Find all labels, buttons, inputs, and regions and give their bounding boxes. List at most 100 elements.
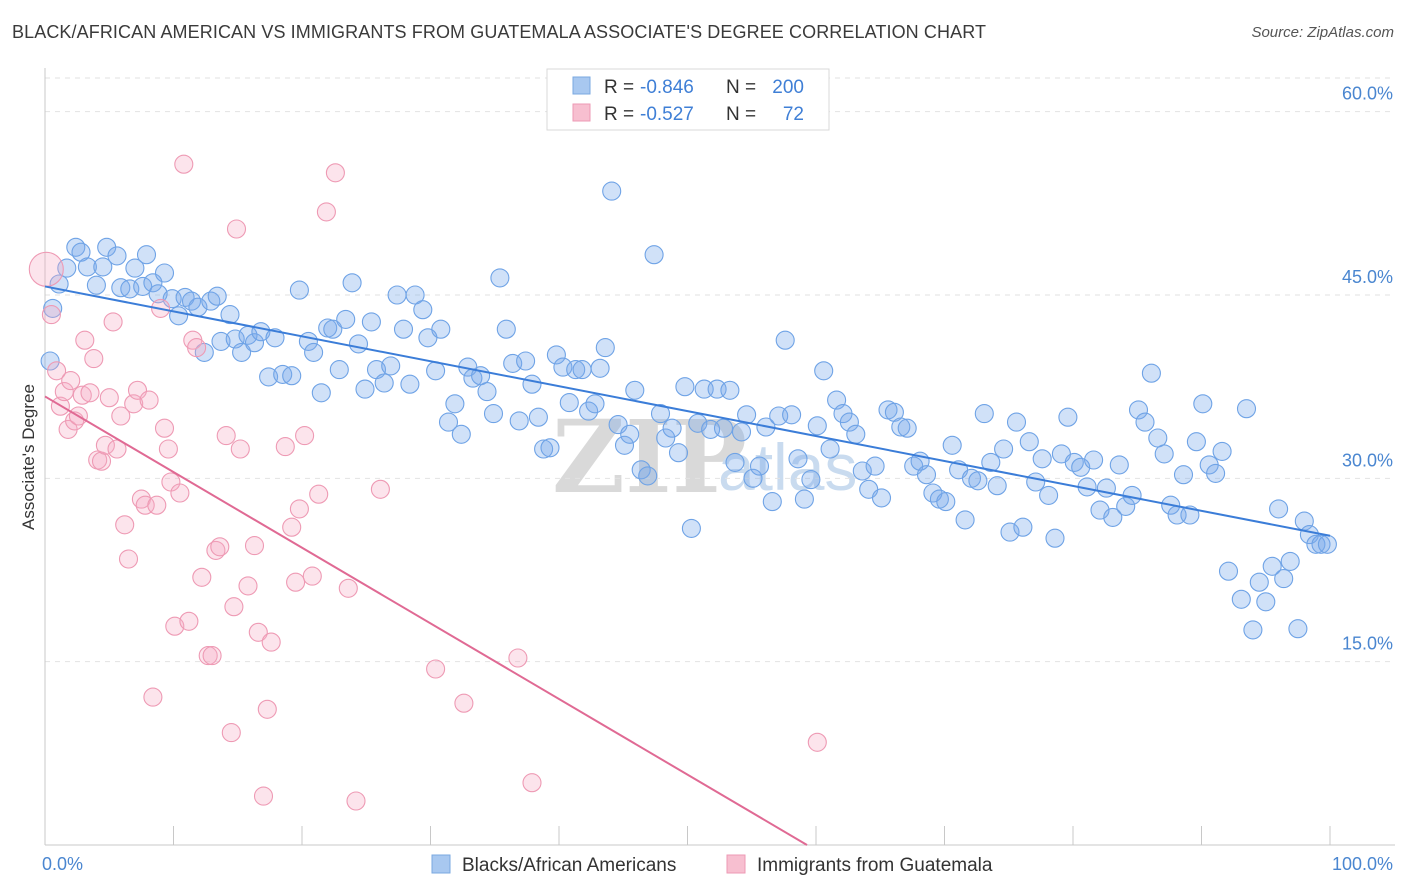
point-guatemala xyxy=(192,567,212,587)
point-blacks xyxy=(1269,499,1289,519)
point-guatemala xyxy=(179,611,199,631)
point-guatemala xyxy=(508,648,528,668)
point-blacks xyxy=(968,471,988,491)
point-guatemala xyxy=(257,699,277,719)
point-blacks xyxy=(211,331,231,351)
point-guatemala xyxy=(47,361,67,381)
point-blacks xyxy=(650,404,671,424)
point-blacks xyxy=(1032,449,1052,469)
point-blacks xyxy=(681,518,701,538)
point-guatemala xyxy=(170,483,190,503)
point-blacks xyxy=(355,379,375,399)
stats-swatch-guatemala xyxy=(572,103,591,122)
point-blacks xyxy=(1045,528,1065,548)
point-guatemala xyxy=(41,305,61,325)
x-tick-label: 100.0% xyxy=(1332,854,1393,874)
point-blacks xyxy=(154,263,175,283)
point-blacks xyxy=(725,452,745,472)
point-guatemala xyxy=(261,632,281,652)
point-blacks xyxy=(1128,400,1149,420)
point-guatemala xyxy=(118,549,139,569)
stats-n-value-guatemala: 72 xyxy=(783,104,804,125)
point-blacks xyxy=(546,345,566,365)
point-blacks xyxy=(1084,450,1104,470)
series-blacks xyxy=(40,181,1337,640)
point-blacks xyxy=(987,476,1007,496)
point-blacks xyxy=(342,273,362,293)
point-blacks xyxy=(566,360,586,380)
stats-r-value-blacks: -0.846 xyxy=(640,77,694,98)
point-guatemala xyxy=(135,495,155,515)
point-guatemala xyxy=(289,499,309,519)
point-blacks xyxy=(169,306,189,326)
point-blacks xyxy=(807,416,827,436)
point-blacks xyxy=(1262,556,1282,576)
point-blacks xyxy=(839,412,859,432)
legend: Blacks/African Americans Immigrants from… xyxy=(431,854,993,876)
point-blacks xyxy=(528,407,548,427)
point-blacks xyxy=(731,422,752,442)
point-guatemala xyxy=(221,723,241,743)
point-guatemala xyxy=(91,451,112,471)
point-guatemala xyxy=(286,572,306,592)
watermark-zip: ZIP xyxy=(552,398,747,516)
point-guatemala xyxy=(316,202,336,222)
point-blacks xyxy=(1212,441,1232,461)
point-guatemala xyxy=(216,426,236,446)
point-blacks xyxy=(662,418,682,438)
point-blacks xyxy=(720,380,740,400)
point-guatemala xyxy=(103,312,123,332)
stats-n-label: N = xyxy=(726,104,756,125)
point-blacks xyxy=(220,305,240,325)
point-blacks xyxy=(782,405,802,425)
point-blacks xyxy=(400,374,420,394)
point-blacks xyxy=(1288,619,1308,639)
point-blacks xyxy=(638,466,658,486)
point-blacks xyxy=(1236,399,1257,419)
point-blacks xyxy=(1039,485,1059,505)
point-blacks xyxy=(40,351,60,371)
point-blacks xyxy=(1306,534,1326,554)
point-guatemala xyxy=(253,786,274,806)
point-blacks xyxy=(496,319,516,339)
point-guatemala xyxy=(158,439,178,459)
point-blacks xyxy=(743,468,763,488)
point-blacks xyxy=(133,276,153,296)
point-blacks xyxy=(585,394,605,414)
point-blacks xyxy=(994,439,1014,459)
point-guatemala xyxy=(210,537,230,557)
point-blacks xyxy=(43,298,63,318)
point-guatemala xyxy=(72,385,92,405)
point-blacks xyxy=(125,258,145,278)
point-blacks xyxy=(1231,589,1251,609)
point-blacks xyxy=(572,360,592,380)
point-blacks xyxy=(620,424,640,444)
point-blacks xyxy=(289,280,309,300)
point-blacks xyxy=(490,268,510,288)
point-guatemala xyxy=(107,439,127,459)
point-guatemala xyxy=(275,437,295,457)
point-blacks xyxy=(477,382,497,402)
trend-line-blacks xyxy=(44,285,1331,537)
point-blacks xyxy=(445,394,465,414)
point-blacks xyxy=(77,257,97,277)
legend-swatch-blacks xyxy=(431,854,451,874)
axes xyxy=(44,68,1395,846)
point-blacks xyxy=(897,418,917,438)
point-blacks xyxy=(1249,572,1269,592)
point-blacks xyxy=(107,246,127,266)
point-guatemala xyxy=(238,576,258,596)
point-guatemala xyxy=(346,791,366,811)
point-guatemala xyxy=(338,578,358,598)
point-guatemala xyxy=(154,418,175,438)
point-guatemala xyxy=(370,479,390,499)
source-label: Source: ZipAtlas.com xyxy=(1251,24,1394,41)
point-blacks xyxy=(974,404,994,424)
y-tick-labels: 15.0% 30.0% 45.0% 60.0% xyxy=(1342,84,1393,654)
point-blacks xyxy=(1006,412,1027,432)
point-blacks xyxy=(86,275,106,295)
point-blacks xyxy=(207,286,227,306)
point-guatemala xyxy=(95,435,115,455)
point-blacks xyxy=(431,319,451,339)
point-blacks xyxy=(916,465,937,485)
